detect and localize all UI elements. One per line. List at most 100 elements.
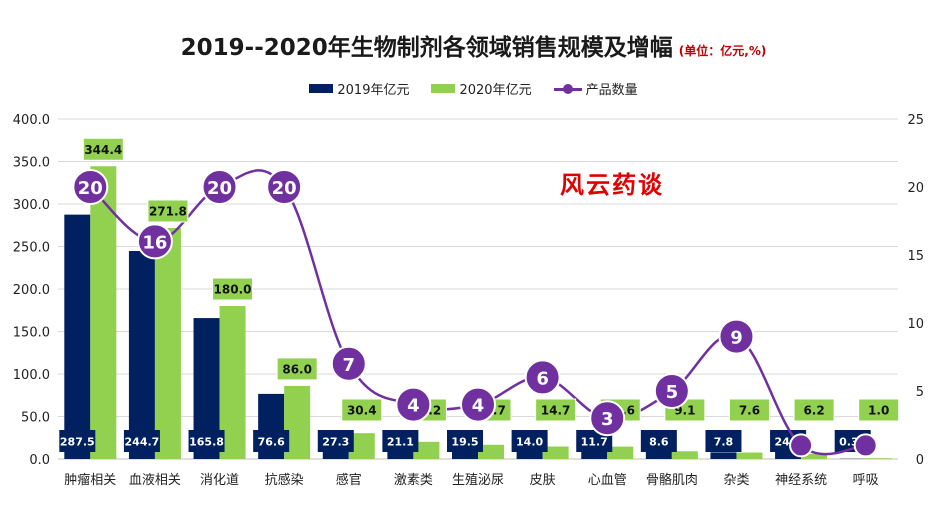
y-right-tick-label: 0 — [916, 453, 924, 468]
data-label-2020: 6.2 — [803, 404, 824, 418]
marker-count — [460, 386, 496, 423]
x-tick-label: 杂类 — [723, 473, 749, 488]
label-box-2020 — [82, 137, 124, 161]
x-tick-label: 生殖泌尿 — [452, 472, 504, 488]
label-box-2020 — [212, 277, 254, 301]
marker-count — [718, 318, 755, 355]
x-tick-label: 激素类 — [394, 473, 433, 488]
x-tick-label: 呼吸 — [853, 473, 879, 488]
y-right-tick-label: 5 — [916, 385, 924, 400]
legend-item-count: 产品数量 — [553, 79, 638, 98]
bar-2020 — [154, 227, 181, 459]
marker-count — [395, 386, 432, 423]
bar-2020 — [542, 446, 569, 459]
x-tick-label: 抗感染 — [265, 472, 304, 488]
data-label-count: 6 — [536, 368, 549, 389]
data-label-2020: 1.0 — [868, 404, 889, 418]
y-left-tick-label: 150.0 — [13, 326, 50, 341]
marker-count — [524, 359, 561, 396]
marker-count — [653, 373, 690, 409]
y-right-tick-label: 10 — [907, 317, 924, 332]
data-label-2019: 19.5 — [451, 436, 478, 449]
label-box-2020 — [276, 357, 318, 381]
data-label-2019: 8.6 — [649, 436, 669, 449]
chart-title: 2019--2020年生物制剂各领域销售规模及增幅 — [180, 35, 673, 61]
legend-swatch-2020 — [431, 84, 456, 93]
data-label-count: 7 — [343, 355, 356, 376]
label-box-2020 — [793, 398, 835, 422]
label-box-2019 — [511, 430, 548, 452]
y-left-tick-label: 350.0 — [13, 156, 50, 171]
chart-title-row: 2019--2020年生物制剂各领域销售规模及增幅 (单位：亿元,%) — [0, 28, 947, 62]
data-label-count: 4 — [472, 396, 485, 417]
bar-2020 — [801, 453, 828, 459]
marker-count — [136, 223, 173, 260]
label-box-2020 — [147, 199, 189, 223]
data-label-count: 4 — [407, 396, 420, 417]
y-right-tick-label: 15 — [907, 249, 924, 264]
label-box-2020 — [535, 398, 577, 422]
watermark-text: 风云药谈 — [560, 171, 664, 199]
x-tick-label: 血液相关 — [129, 473, 181, 488]
legend-label-2020: 2020年亿元 — [459, 83, 532, 98]
label-box-2020 — [858, 398, 900, 422]
data-label-count: 20 — [78, 178, 103, 199]
data-label-count: 9 — [730, 328, 743, 349]
data-label-2020: 7.6 — [739, 404, 760, 418]
label-box-2019 — [123, 430, 160, 452]
bar-2020 — [607, 446, 634, 459]
x-tick-label: 肿瘤相关 — [64, 472, 116, 488]
y-right-tick-label: 25 — [907, 113, 924, 128]
legend-label-2019: 2019年亿元 — [337, 83, 410, 98]
bar-2019 — [64, 214, 91, 459]
label-box-2019 — [640, 430, 677, 452]
marker-count — [72, 169, 109, 205]
x-tick-label: 骨骼肌肉 — [646, 472, 698, 488]
y-left-tick-label: 250.0 — [13, 241, 50, 256]
bar-2019 — [516, 447, 543, 459]
y-right-tick-label: 20 — [907, 181, 924, 196]
data-label-2020: 180.0 — [214, 283, 252, 297]
bar-2020 — [736, 452, 763, 459]
y-left-tick-label: 0.0 — [29, 453, 50, 468]
legend-swatch-2019 — [309, 84, 334, 93]
data-label-count: 5 — [666, 382, 679, 403]
x-tick-label: 感官 — [336, 472, 362, 488]
label-box-2020 — [341, 398, 383, 422]
bar-2020 — [413, 441, 440, 459]
legend-swatch-count — [553, 83, 582, 95]
data-label-2019: 14.0 — [516, 436, 543, 449]
label-box-2020 — [728, 398, 770, 422]
data-label-2019: 165.8 — [189, 436, 224, 449]
data-label-2019: 76.6 — [258, 436, 285, 449]
x-tick-label: 消化道 — [200, 473, 239, 488]
data-label-2020: 344.4 — [84, 143, 122, 157]
label-box-2019 — [382, 430, 419, 452]
data-label-2020: 14.7 — [541, 404, 571, 418]
data-label-2020: 271.8 — [149, 204, 187, 218]
legend-label-count: 产品数量 — [585, 83, 638, 98]
bar-2019 — [581, 449, 608, 459]
label-box-2019 — [253, 430, 290, 452]
data-label-2019: 21.1 — [387, 436, 414, 449]
marker-count — [330, 345, 367, 382]
y-left-tick-label: 200.0 — [13, 283, 50, 298]
unit-note: (单位：亿元,%) — [678, 44, 767, 58]
bar-2020 — [90, 166, 117, 459]
chart-legend: 2019年亿元 2020年亿元 产品数量 — [0, 79, 947, 98]
bar-2019 — [710, 452, 737, 459]
bar-2019 — [645, 451, 672, 459]
x-tick-label: 皮肤 — [530, 473, 556, 488]
data-label-2019: 11.7 — [581, 436, 608, 449]
x-tick-label: 心血管 — [588, 473, 627, 488]
data-label-2019: 7.8 — [714, 436, 734, 449]
data-label-count: 20 — [207, 178, 232, 199]
y-left-tick-label: 300.0 — [13, 198, 50, 213]
label-box-2019 — [188, 430, 225, 452]
data-label-count: 20 — [272, 178, 297, 199]
bar-2019 — [128, 251, 155, 459]
marker-count — [789, 433, 814, 458]
label-box-2019 — [447, 430, 483, 452]
data-label-2019: 27.3 — [322, 436, 349, 449]
